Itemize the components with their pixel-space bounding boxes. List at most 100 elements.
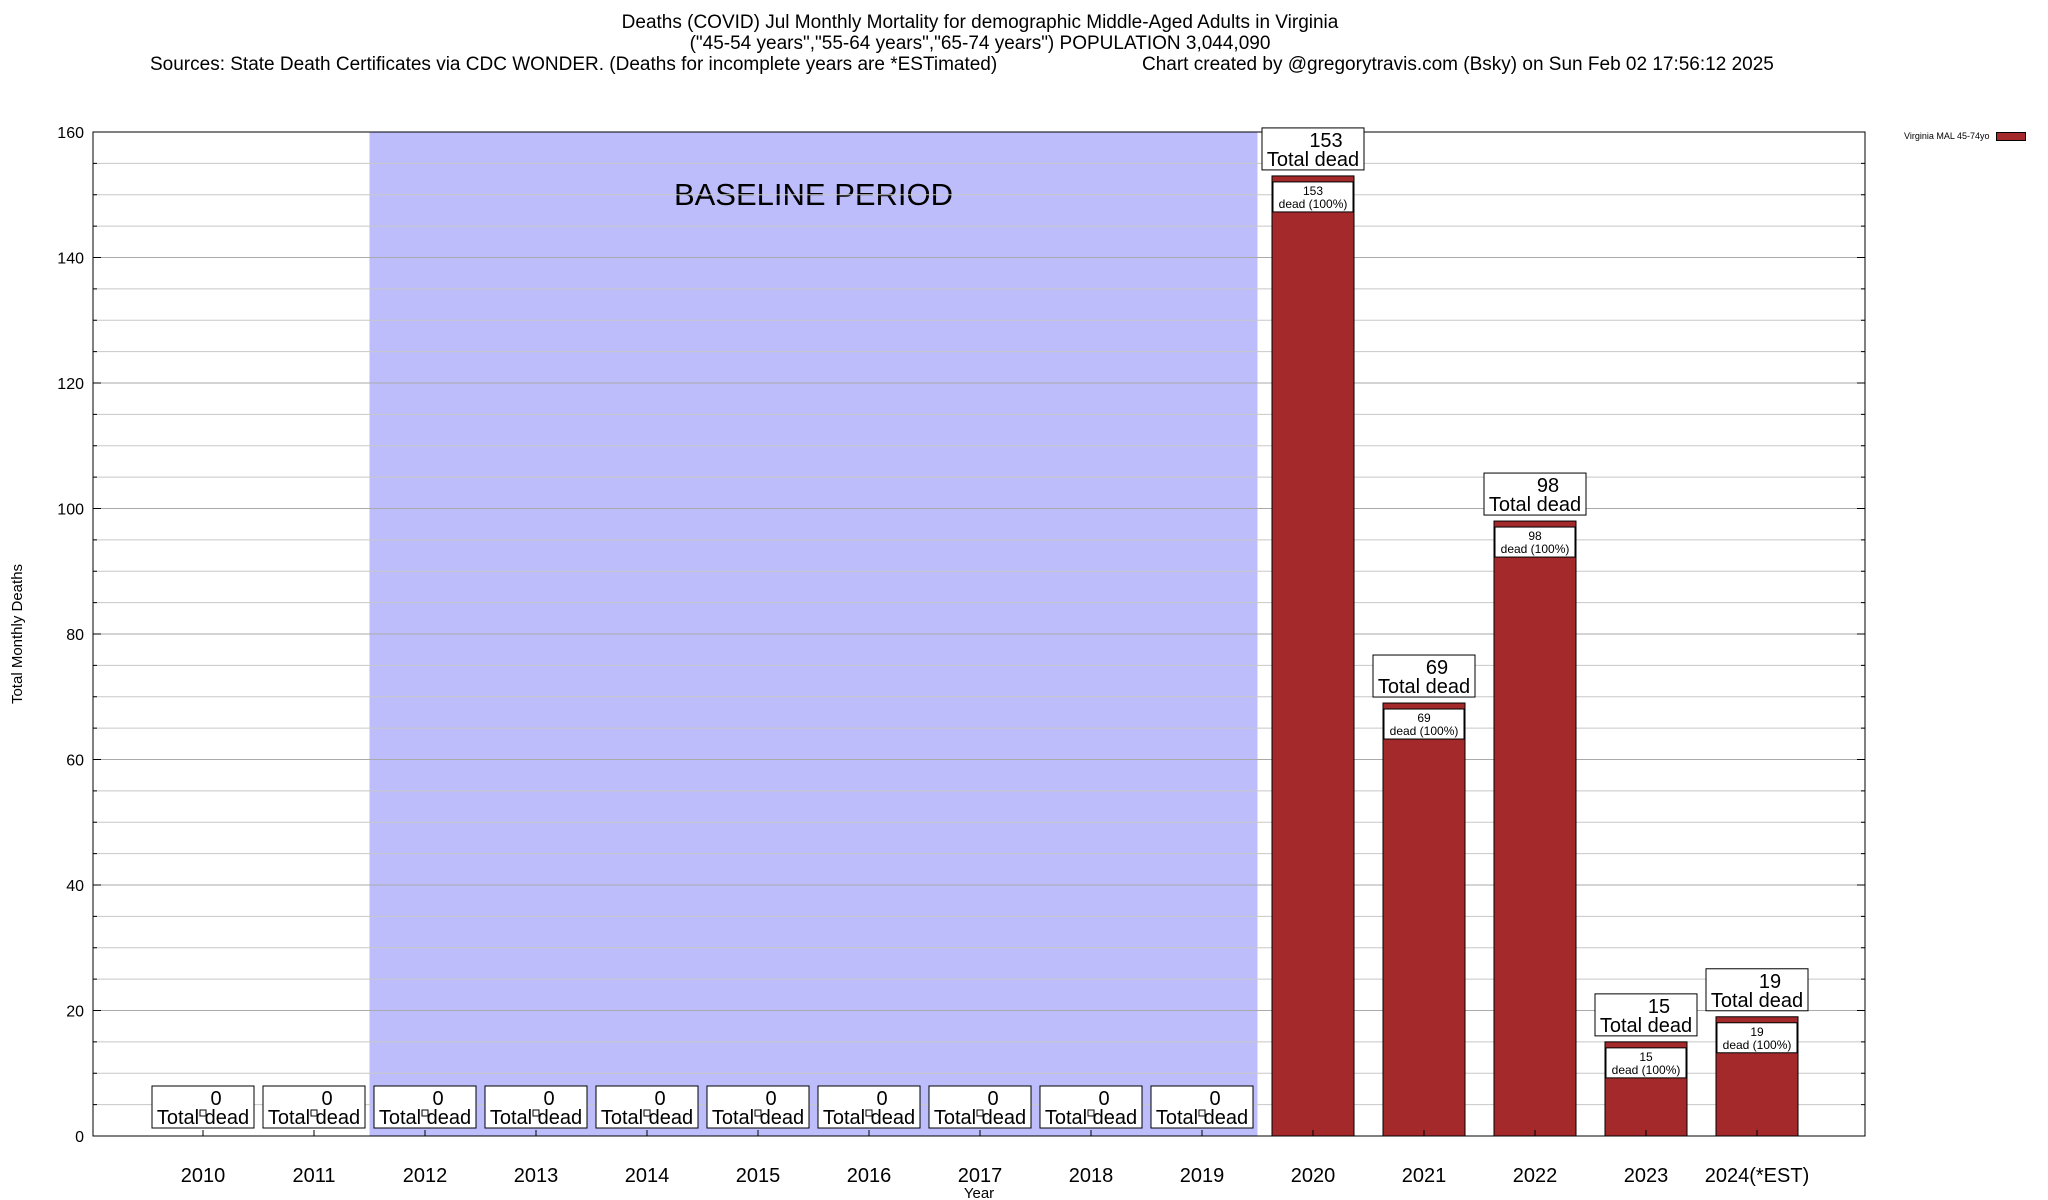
bar-total-label: Total dead <box>1045 1107 1137 1129</box>
bar-total-value: 0 <box>1209 1088 1220 1110</box>
bar-inner-label: dead (100%) <box>1279 197 1348 211</box>
x-tick-label: 2023 <box>1624 1165 1669 1187</box>
x-tick-label: 2011 <box>292 1165 335 1187</box>
bar-total-label-box <box>151 1085 255 1129</box>
bar-total-label: Total dead <box>1489 494 1581 516</box>
y-tick-label: 20 <box>66 1004 84 1021</box>
bar-total-label: Total dead <box>490 1107 582 1129</box>
bar <box>1382 702 1466 1137</box>
y-tick-label: 120 <box>57 376 84 393</box>
x-tick-label: 2014 <box>625 1165 670 1187</box>
bar-total-label: Total dead <box>1711 990 1803 1012</box>
y-tick-label: 40 <box>66 878 84 895</box>
x-tick-label: 2024(*EST) <box>1705 1165 1810 1187</box>
x-axis-label: Year <box>964 1185 994 1200</box>
legend-swatch <box>1995 131 2026 141</box>
bar-total-label-box <box>1483 472 1587 516</box>
bar-inner-value: 19 <box>1750 1025 1764 1039</box>
bar <box>1493 520 1577 1137</box>
bar-inner-label-box <box>1272 181 1354 213</box>
zero-marker <box>865 1109 873 1117</box>
bar-inner-label: dead (100%) <box>1501 542 1570 556</box>
bar-total-label: Total dead <box>823 1107 915 1129</box>
zero-marker <box>643 1109 651 1117</box>
chart-title-block: Deaths (COVID) Jul Monthly Mortality for… <box>0 12 1960 54</box>
chart-credit: Chart created by @gregorytravis.com (Bsk… <box>1142 54 1774 75</box>
x-tick-label: 2017 <box>958 1165 1003 1187</box>
bar-total-value: 0 <box>321 1088 332 1110</box>
bar-total-label: Total dead <box>934 1107 1026 1129</box>
bar-total-value: 98 <box>1537 475 1559 497</box>
bar <box>1271 175 1355 1137</box>
bar-total-value: 0 <box>543 1088 554 1110</box>
bar-total-label-box <box>1039 1085 1143 1129</box>
bar-total-value: 0 <box>876 1088 887 1110</box>
chart-sources: Sources: State Death Certificates via CD… <box>150 54 998 75</box>
bar-total-label: Total dead <box>379 1107 471 1129</box>
bar-inner-label-box <box>1494 526 1576 558</box>
zero-marker <box>976 1109 984 1117</box>
chart-title: Deaths (COVID) Jul Monthly Mortality for… <box>621 12 1339 33</box>
bar-total-value: 153 <box>1309 130 1342 152</box>
bar-total-value: 69 <box>1426 657 1448 679</box>
bar-total-label-box <box>1372 654 1476 698</box>
bar-total-value: 0 <box>987 1088 998 1110</box>
bar-inner-label-box <box>1716 1022 1798 1054</box>
bar-total-label: Total dead <box>1267 149 1359 171</box>
legend-label: Virginia MAL 45-74yo <box>1904 131 1990 141</box>
bar-total-label-box <box>817 1085 921 1129</box>
y-tick-label: 60 <box>66 753 84 770</box>
bar-total-label-box <box>1594 993 1698 1037</box>
y-tick-label: 80 <box>66 627 84 644</box>
bar-total-value: 15 <box>1648 996 1670 1018</box>
plot-border <box>92 131 1866 1137</box>
y-tick-label: 0 <box>75 1129 84 1146</box>
x-tick-label: 2021 <box>1402 1165 1447 1187</box>
x-tick-label: 2022 <box>1513 1165 1558 1187</box>
bar-inner-value: 15 <box>1639 1050 1653 1064</box>
bar-total-label: Total dead <box>268 1107 360 1129</box>
bar-inner-label-box <box>1605 1047 1687 1079</box>
bar-inner-label: dead (100%) <box>1612 1063 1681 1077</box>
bar-total-label: Total dead <box>1378 676 1470 698</box>
bar-total-label: Total dead <box>712 1107 804 1129</box>
bar-inner-value: 153 <box>1303 184 1323 198</box>
x-tick-label: 2016 <box>847 1165 892 1187</box>
bar-inner-label: dead (100%) <box>1723 1038 1792 1052</box>
y-axis-label: Total Monthly Deaths <box>9 564 26 704</box>
zero-marker <box>754 1109 762 1117</box>
bar-inner-label-box <box>1383 708 1465 740</box>
bar-total-label: Total dead <box>157 1107 249 1129</box>
bar-total-label-box <box>1705 968 1809 1012</box>
x-tick-label: 2018 <box>1069 1165 1114 1187</box>
x-tick-label: 2010 <box>181 1165 226 1187</box>
bar-inner-value: 98 <box>1528 529 1542 543</box>
zero-marker <box>532 1109 540 1117</box>
bar-total-label-box <box>262 1085 366 1129</box>
x-tick-label: 2019 <box>1180 1165 1225 1187</box>
bar-total-label-box <box>373 1085 477 1129</box>
y-tick-label: 100 <box>57 502 84 519</box>
x-tick-label: 2020 <box>1291 1165 1336 1187</box>
x-tick-label: 2012 <box>403 1165 448 1187</box>
bar-total-label: Total dead <box>1156 1107 1248 1129</box>
x-tick-label: 2013 <box>514 1165 559 1187</box>
bar-total-label-box <box>595 1085 699 1129</box>
bar-total-label-box <box>706 1085 810 1129</box>
bar-inner-value: 69 <box>1417 711 1431 725</box>
bar-total-value: 19 <box>1759 971 1781 993</box>
bar-total-label-box <box>1261 127 1365 171</box>
bar-total-label: Total dead <box>1600 1015 1692 1037</box>
bar-total-label-box <box>928 1085 1032 1129</box>
bar-total-value: 0 <box>765 1088 776 1110</box>
chart-subtitle: ("45-54 years","55-64 years","65-74 year… <box>689 33 1271 54</box>
bar-total-label-box <box>1150 1085 1254 1129</box>
zero-marker <box>310 1109 318 1117</box>
bar-total-value: 0 <box>654 1088 665 1110</box>
y-tick-label: 140 <box>57 251 84 268</box>
y-tick-label: 160 <box>57 125 84 142</box>
zero-marker <box>421 1109 429 1117</box>
zero-marker <box>199 1109 207 1117</box>
zero-marker <box>1087 1109 1095 1117</box>
